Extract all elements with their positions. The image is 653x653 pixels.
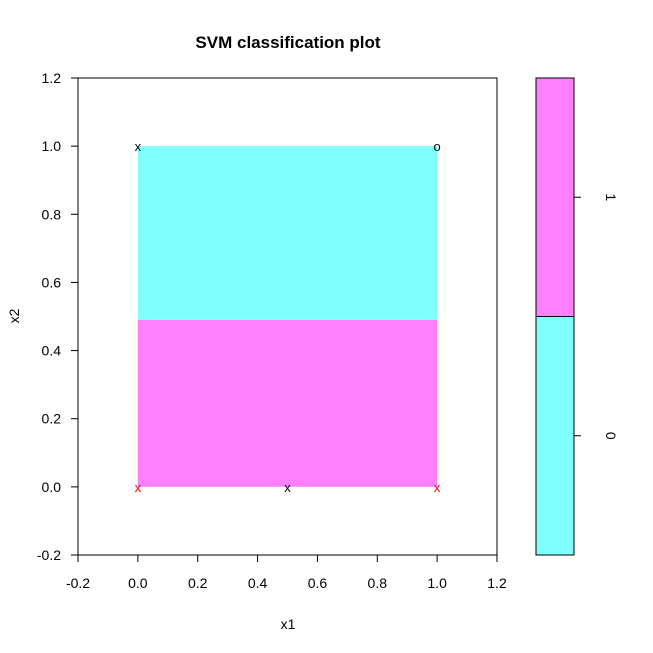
y-tick-label: -0.2 bbox=[37, 547, 61, 563]
y-tick-label: 1.0 bbox=[42, 138, 62, 154]
data-points: x o x x x bbox=[135, 139, 441, 495]
x-tick-label: 1.2 bbox=[487, 575, 507, 591]
data-point-cross: x bbox=[434, 480, 441, 495]
color-legend: 10 bbox=[535, 77, 619, 556]
legend-swatch-1 bbox=[535, 77, 575, 317]
y-tick-label: 0.6 bbox=[42, 274, 62, 290]
y-axis: -0.2 0.0 0.2 0.4 0.6 0.8 1.0 1.2 bbox=[37, 70, 79, 563]
decision-regions bbox=[137, 146, 438, 487]
y-tick-label: 0.8 bbox=[42, 206, 62, 222]
x-tick-label: 0.2 bbox=[188, 575, 208, 591]
data-point-cross: x bbox=[135, 480, 142, 495]
data-point-circle: o bbox=[434, 139, 441, 154]
y-tick-label: 1.2 bbox=[42, 70, 62, 86]
x-tick-label: 1.0 bbox=[427, 575, 447, 591]
data-point-cross: x bbox=[284, 480, 291, 495]
region-class-0 bbox=[137, 146, 438, 320]
y-axis-title: x2 bbox=[6, 308, 22, 323]
y-tick-label: 0.2 bbox=[42, 411, 62, 427]
x-tick-label: 0.0 bbox=[128, 575, 148, 591]
x-tick-label: 0.6 bbox=[308, 575, 328, 591]
legend-label: 1 bbox=[603, 193, 619, 201]
x-tick-label: 0.4 bbox=[248, 575, 268, 591]
x-tick-label: 0.8 bbox=[368, 575, 388, 591]
data-point-cross: x bbox=[135, 139, 142, 154]
chart-title: SVM classification plot bbox=[195, 33, 380, 52]
y-tick-label: 0.0 bbox=[42, 479, 62, 495]
y-tick-label: 0.4 bbox=[42, 343, 62, 359]
legend-swatch-0 bbox=[535, 316, 575, 556]
x-axis-title: x1 bbox=[281, 616, 296, 632]
region-class-1 bbox=[137, 319, 438, 487]
x-axis: -0.2 0.0 0.2 0.4 0.6 0.8 1.0 1.2 bbox=[66, 554, 507, 591]
legend-label: 0 bbox=[603, 432, 619, 440]
x-tick-label: -0.2 bbox=[66, 575, 90, 591]
